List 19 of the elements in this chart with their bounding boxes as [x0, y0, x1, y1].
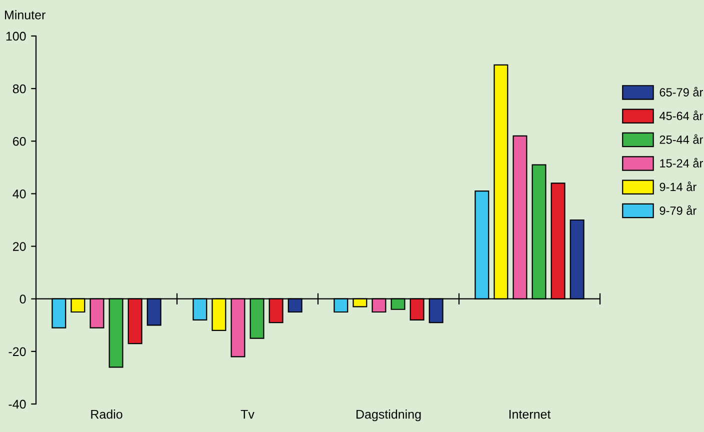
- x-tick-label: Internet: [509, 410, 551, 419]
- legend-label: 9-14 år: [660, 182, 696, 192]
- y-tick-label: 20: [13, 242, 26, 251]
- y-tick-label: 0: [20, 294, 26, 304]
- y-tick-label: 80: [12, 84, 26, 94]
- y-axis-title: Minuter: [5, 10, 46, 20]
- legend-label: 15-24 år: [660, 158, 703, 168]
- x-tick-label: Dagstidning: [356, 410, 421, 422]
- y-tick-label: 40: [12, 190, 26, 198]
- legend-label: 45-64 år: [659, 110, 703, 120]
- legend-label: 65-79 år: [660, 86, 703, 96]
- y-tick-label: -40: [8, 400, 26, 409]
- x-tick-label: Tv: [240, 410, 254, 419]
- y-tick-label: 100: [6, 32, 26, 41]
- legend-label: 9-79 år: [660, 205, 696, 215]
- y-tick-label: 60: [13, 136, 26, 146]
- legend-label: 25-44 år: [660, 134, 703, 144]
- y-tick-label: -20: [8, 347, 26, 356]
- x-tick-label: Radio: [91, 410, 122, 419]
